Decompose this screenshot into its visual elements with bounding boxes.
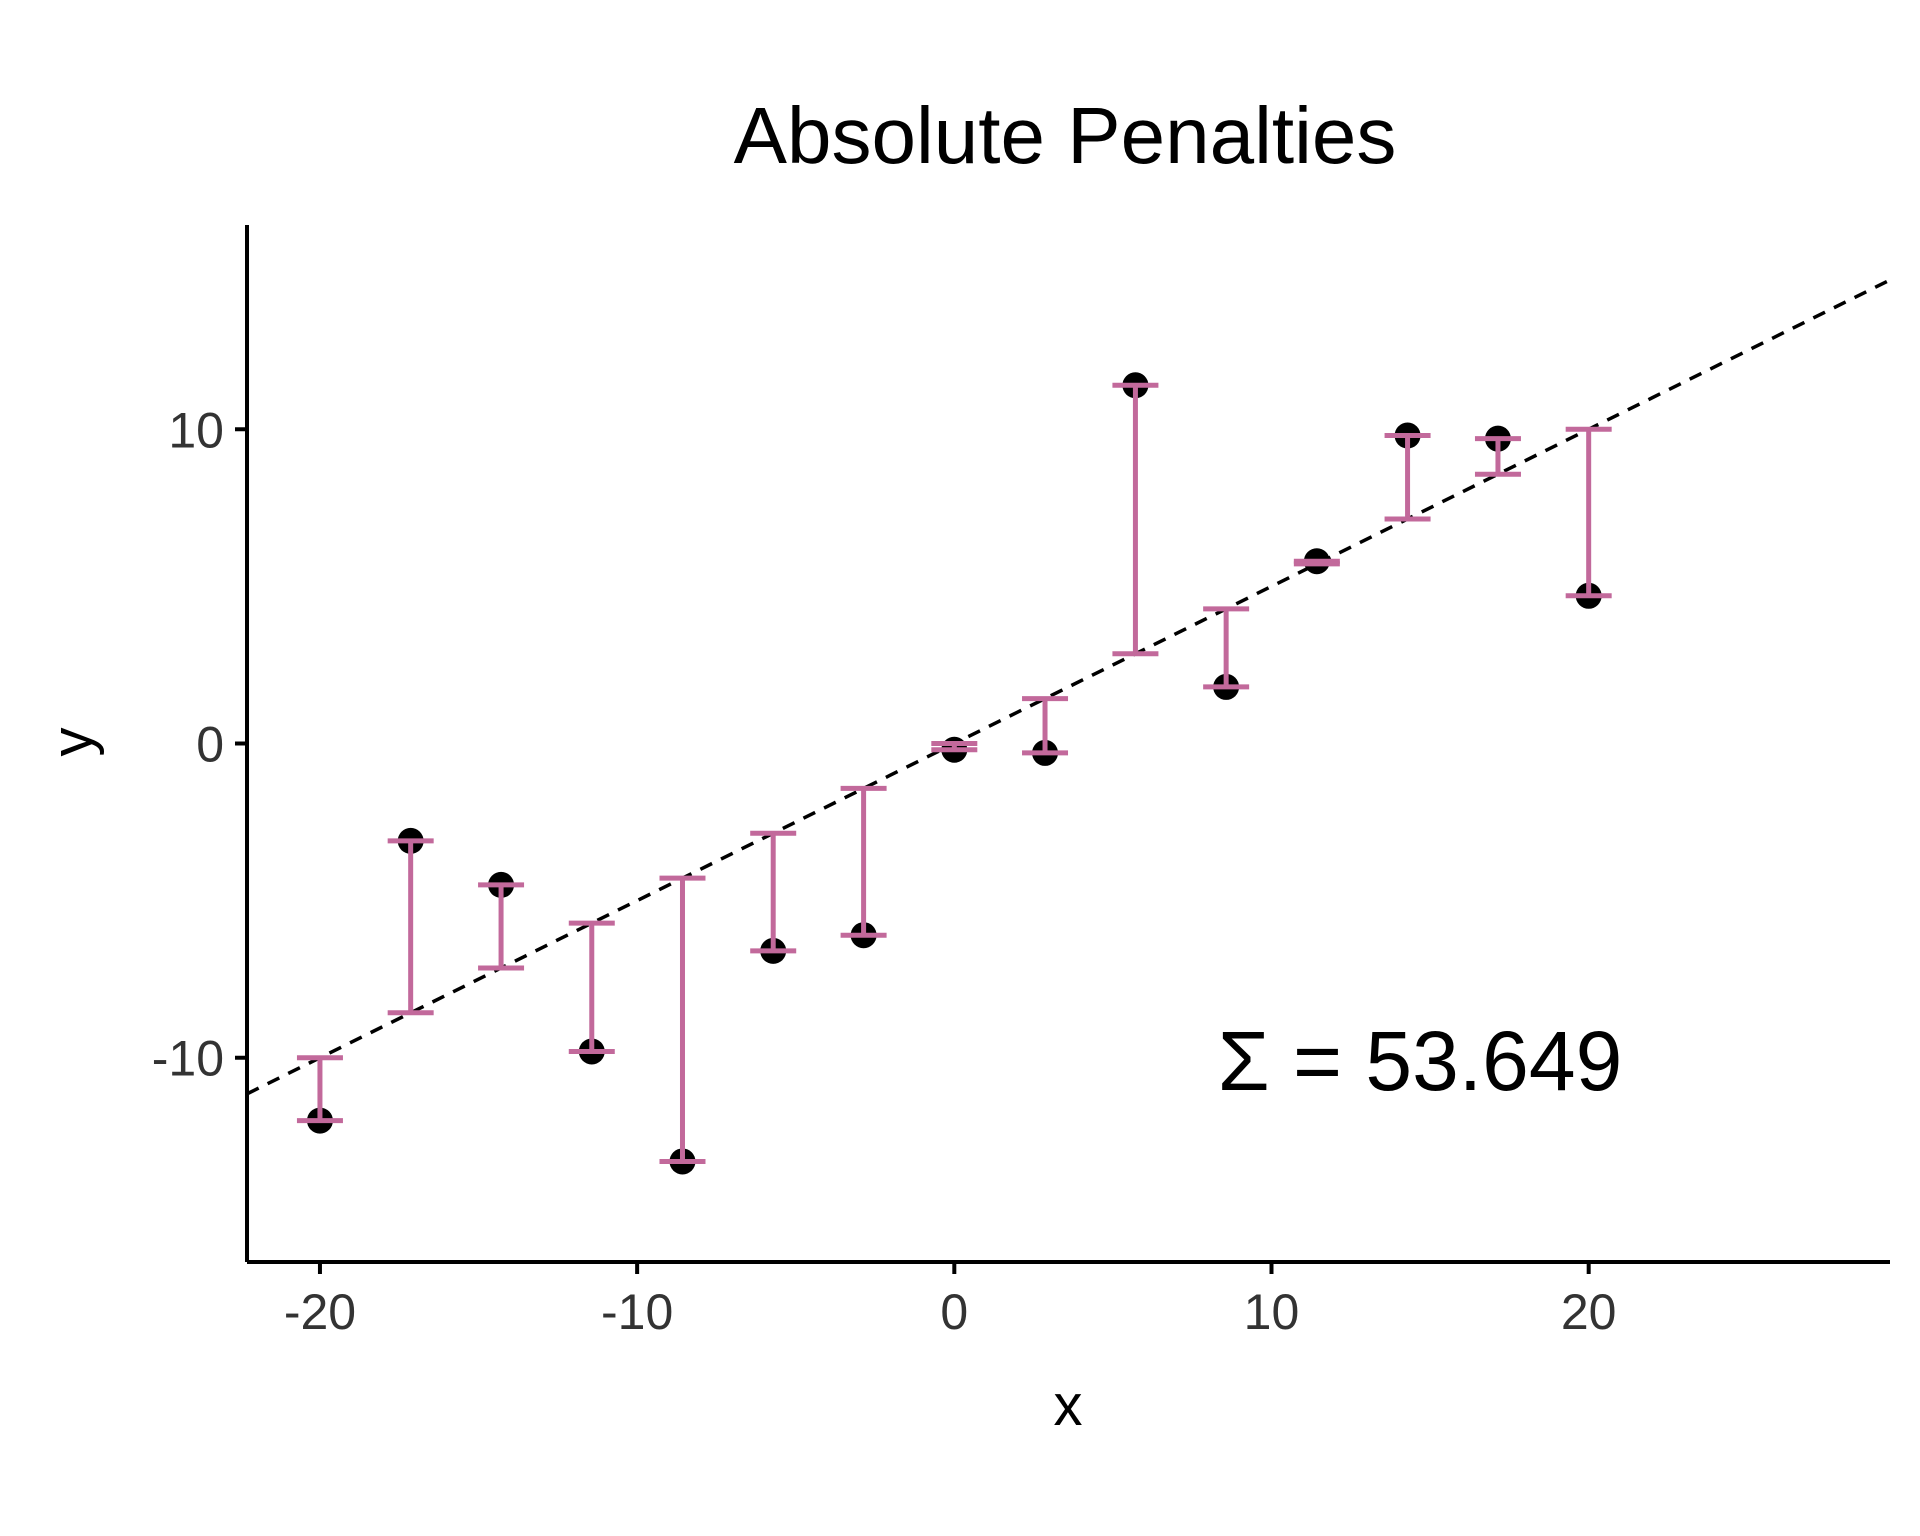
x-tick-label: 20 <box>1561 1284 1617 1340</box>
y-axis-label: y <box>40 728 105 757</box>
y-tick-label: 0 <box>196 717 224 773</box>
x-tick-label: -10 <box>601 1284 673 1340</box>
plot-area <box>246 278 1891 1175</box>
x-tick-label: 10 <box>1244 1284 1300 1340</box>
y-tick-label: 10 <box>168 402 224 458</box>
chart-title: Absolute Penalties <box>734 91 1397 180</box>
x-axis-label: x <box>1054 1373 1083 1438</box>
x-tick-label: -20 <box>284 1284 356 1340</box>
y-tick-label: -10 <box>152 1031 224 1087</box>
x-tick-label: 0 <box>940 1284 968 1340</box>
sum-annotation: Σ = 53.649 <box>1218 1014 1623 1108</box>
axis-ticks: -20 -10 0 10 20 -10 0 10 <box>152 402 1617 1340</box>
fitted-line <box>246 278 1891 1096</box>
